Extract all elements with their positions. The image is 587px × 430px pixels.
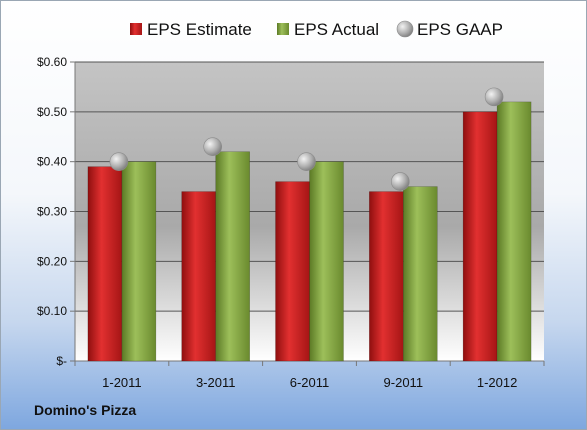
gaap-point-6-2011 bbox=[297, 152, 316, 171]
legend: EPS Estimate EPS Actual EPS GAAP bbox=[130, 20, 503, 39]
estimate-bar-1-2011 bbox=[87, 166, 123, 362]
estimate-bar-1-2012 bbox=[462, 111, 498, 362]
actual-bar-1-2011 bbox=[121, 161, 157, 362]
y-tick-label: $0.30 bbox=[37, 205, 67, 219]
bars bbox=[87, 101, 532, 362]
actual-bar-9-2011 bbox=[402, 186, 438, 362]
legend-swatch-actual bbox=[277, 23, 289, 35]
y-tick-label: $0.10 bbox=[37, 304, 67, 318]
gaap-point-1-2011 bbox=[109, 152, 129, 171]
x-tick-label: 1-2012 bbox=[477, 375, 517, 390]
gaap-point-9-2011 bbox=[390, 172, 410, 191]
estimate-bar-9-2011 bbox=[368, 191, 404, 362]
y-axis: $- $0.10 $0.20 $0.30 $0.40 $0.50 $0.60 bbox=[37, 55, 76, 368]
legend-label: EPS Actual bbox=[294, 20, 379, 39]
x-tick-label: 9-2011 bbox=[384, 375, 424, 390]
legend-label: EPS GAAP bbox=[417, 20, 503, 39]
estimate-bar-6-2011 bbox=[275, 181, 310, 362]
gaap-points bbox=[109, 87, 504, 191]
y-tick-label: $0.50 bbox=[37, 105, 67, 119]
gaap-point-1-2012 bbox=[484, 87, 504, 107]
x-axis: 1-2011 3-2011 6-2011 9-2011 1-2012 bbox=[74, 361, 545, 390]
actual-bar-6-2011 bbox=[309, 161, 344, 362]
company-name: Domino's Pizza bbox=[34, 402, 137, 418]
actual-bar-1-2012 bbox=[496, 101, 532, 362]
y-tick-label: $0.60 bbox=[37, 55, 67, 69]
legend-swatch-estimate bbox=[130, 23, 142, 35]
y-tick-label: $0.20 bbox=[37, 254, 67, 268]
gaap-point-3-2011 bbox=[203, 137, 222, 157]
y-tick-label: $0.40 bbox=[37, 155, 67, 169]
x-tick-label: 6-2011 bbox=[290, 375, 330, 390]
y-tick-label: $- bbox=[56, 354, 67, 368]
legend-swatch-gaap bbox=[396, 20, 414, 38]
legend-label: EPS Estimate bbox=[147, 20, 252, 39]
actual-bar-3-2011 bbox=[215, 151, 250, 362]
estimate-bar-3-2011 bbox=[181, 191, 216, 362]
x-tick-label: 1-2011 bbox=[102, 375, 142, 390]
x-tick-label: 3-2011 bbox=[196, 375, 236, 390]
